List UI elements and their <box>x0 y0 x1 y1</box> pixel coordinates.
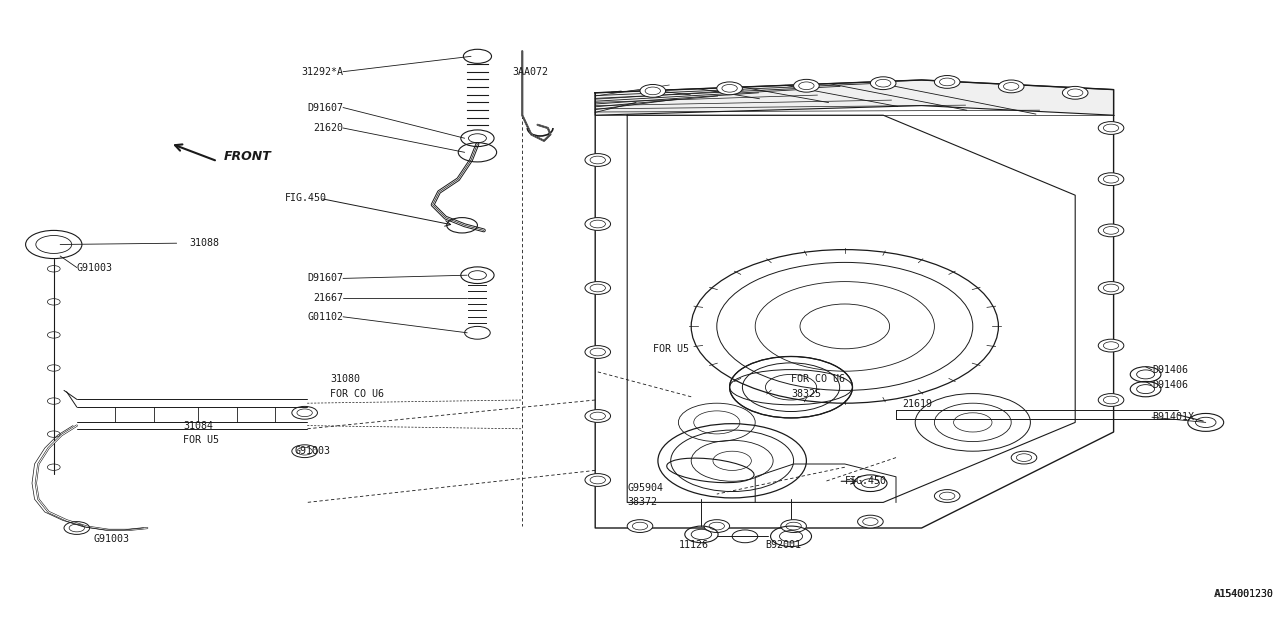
Circle shape <box>585 474 611 486</box>
Circle shape <box>1011 451 1037 464</box>
Text: 11126: 11126 <box>678 540 708 550</box>
Text: G95904: G95904 <box>627 483 663 493</box>
Text: G91003: G91003 <box>294 446 330 456</box>
Circle shape <box>1098 394 1124 406</box>
Circle shape <box>640 84 666 97</box>
Circle shape <box>1098 122 1124 134</box>
Circle shape <box>781 520 806 532</box>
Text: 38325: 38325 <box>791 388 820 399</box>
Text: FIG.450: FIG.450 <box>845 476 887 486</box>
Text: D91406: D91406 <box>1152 365 1188 375</box>
Text: FOR CO U6: FOR CO U6 <box>791 374 845 384</box>
Circle shape <box>1098 339 1124 352</box>
Text: 21667: 21667 <box>314 292 343 303</box>
Circle shape <box>998 80 1024 93</box>
Circle shape <box>870 77 896 90</box>
Text: G01102: G01102 <box>307 312 343 322</box>
Circle shape <box>585 218 611 230</box>
Text: D91406: D91406 <box>1152 380 1188 390</box>
Circle shape <box>1062 86 1088 99</box>
Circle shape <box>585 346 611 358</box>
Text: D91607: D91607 <box>307 273 343 284</box>
Text: G91003: G91003 <box>93 534 129 544</box>
Ellipse shape <box>667 458 754 483</box>
Circle shape <box>858 515 883 528</box>
Text: 21620: 21620 <box>314 123 343 133</box>
Circle shape <box>1098 173 1124 186</box>
Text: FOR CO U6: FOR CO U6 <box>330 388 384 399</box>
Polygon shape <box>595 80 1114 115</box>
Text: G91003: G91003 <box>77 262 113 273</box>
Text: 21619: 21619 <box>902 399 932 410</box>
Text: A154001230: A154001230 <box>1213 589 1274 599</box>
Circle shape <box>1098 282 1124 294</box>
Circle shape <box>704 520 730 532</box>
Text: B91401X: B91401X <box>1152 412 1194 422</box>
Circle shape <box>585 410 611 422</box>
Circle shape <box>585 282 611 294</box>
Circle shape <box>934 490 960 502</box>
Text: B92001: B92001 <box>765 540 801 550</box>
Text: 31080: 31080 <box>330 374 360 384</box>
Text: 31292*A: 31292*A <box>301 67 343 77</box>
Text: FOR U5: FOR U5 <box>653 344 689 354</box>
Polygon shape <box>595 80 1114 528</box>
Text: A154001230: A154001230 <box>1215 589 1274 599</box>
Text: FRONT: FRONT <box>224 150 271 163</box>
Text: 3AA072: 3AA072 <box>512 67 548 77</box>
Circle shape <box>794 79 819 92</box>
Text: FOR U5: FOR U5 <box>183 435 219 445</box>
Circle shape <box>934 76 960 88</box>
Text: FIG.450: FIG.450 <box>284 193 326 204</box>
Circle shape <box>717 82 742 95</box>
Text: 38372: 38372 <box>627 497 657 508</box>
Circle shape <box>627 520 653 532</box>
Circle shape <box>1098 224 1124 237</box>
Text: 31088: 31088 <box>189 238 219 248</box>
Circle shape <box>585 154 611 166</box>
Ellipse shape <box>730 370 852 405</box>
Text: D91607: D91607 <box>307 102 343 113</box>
Text: 31084: 31084 <box>183 420 212 431</box>
